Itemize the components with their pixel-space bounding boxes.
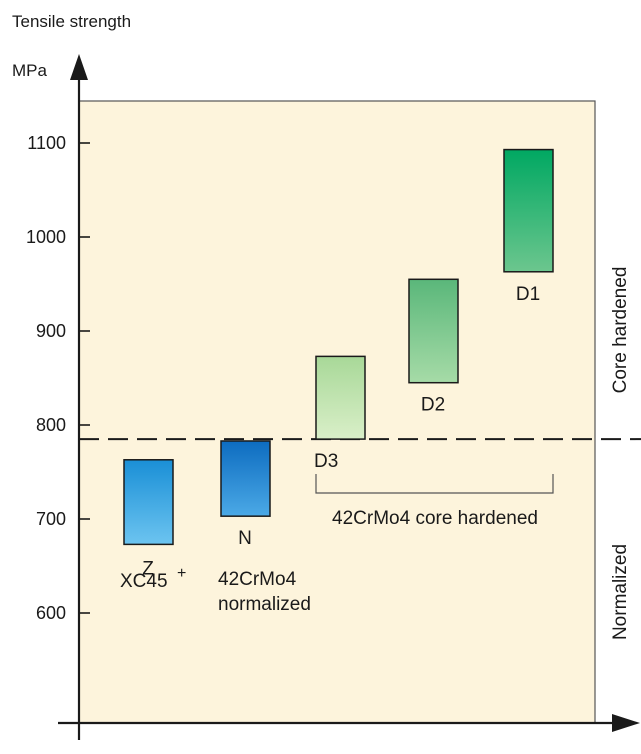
bar-n xyxy=(220,440,271,517)
xc45-superscript: + xyxy=(177,565,186,582)
bar-z xyxy=(123,459,174,546)
bracket-label: 42CrMo4 core hardened xyxy=(332,508,538,529)
bar-label-d1: D1 xyxy=(516,284,540,305)
bar-d1 xyxy=(503,148,554,273)
normalized-side-label: Normalized xyxy=(610,544,631,640)
y-axis-arrow xyxy=(70,54,88,80)
y-axis-unit: MPa xyxy=(12,61,48,80)
y-tick-label-900: 900 xyxy=(36,321,66,341)
bar-label-z: Z xyxy=(142,558,154,579)
bars-group xyxy=(123,148,554,546)
y-axis-title: Tensile strength xyxy=(12,12,131,31)
n-label-line2: normalized xyxy=(218,594,311,615)
core-hardened-side-label: Core hardened xyxy=(610,267,631,394)
bar-label-d3: D3 xyxy=(314,451,338,472)
bar-d3 xyxy=(315,355,366,440)
y-tick-label-1000: 1000 xyxy=(26,227,66,247)
xc45-label: XC45 xyxy=(120,571,168,592)
x-axis-arrow xyxy=(612,714,640,732)
bar-d2 xyxy=(408,278,459,384)
y-ticks: 600 700 800 900 1000 1100 xyxy=(26,133,90,623)
core-hardened-bracket xyxy=(315,474,554,494)
y-tick-label-700: 700 xyxy=(36,509,66,529)
n-label-line1: 42CrMo4 xyxy=(218,569,297,590)
bar-label-n: N xyxy=(238,528,252,549)
bar-labels-group: Z N D3 D2 D1 xyxy=(142,284,540,580)
y-tick-label-1100: 1100 xyxy=(27,133,66,153)
bar-label-d2: D2 xyxy=(421,395,445,416)
y-tick-label-600: 600 xyxy=(36,603,66,623)
y-tick-label-800: 800 xyxy=(36,415,66,435)
